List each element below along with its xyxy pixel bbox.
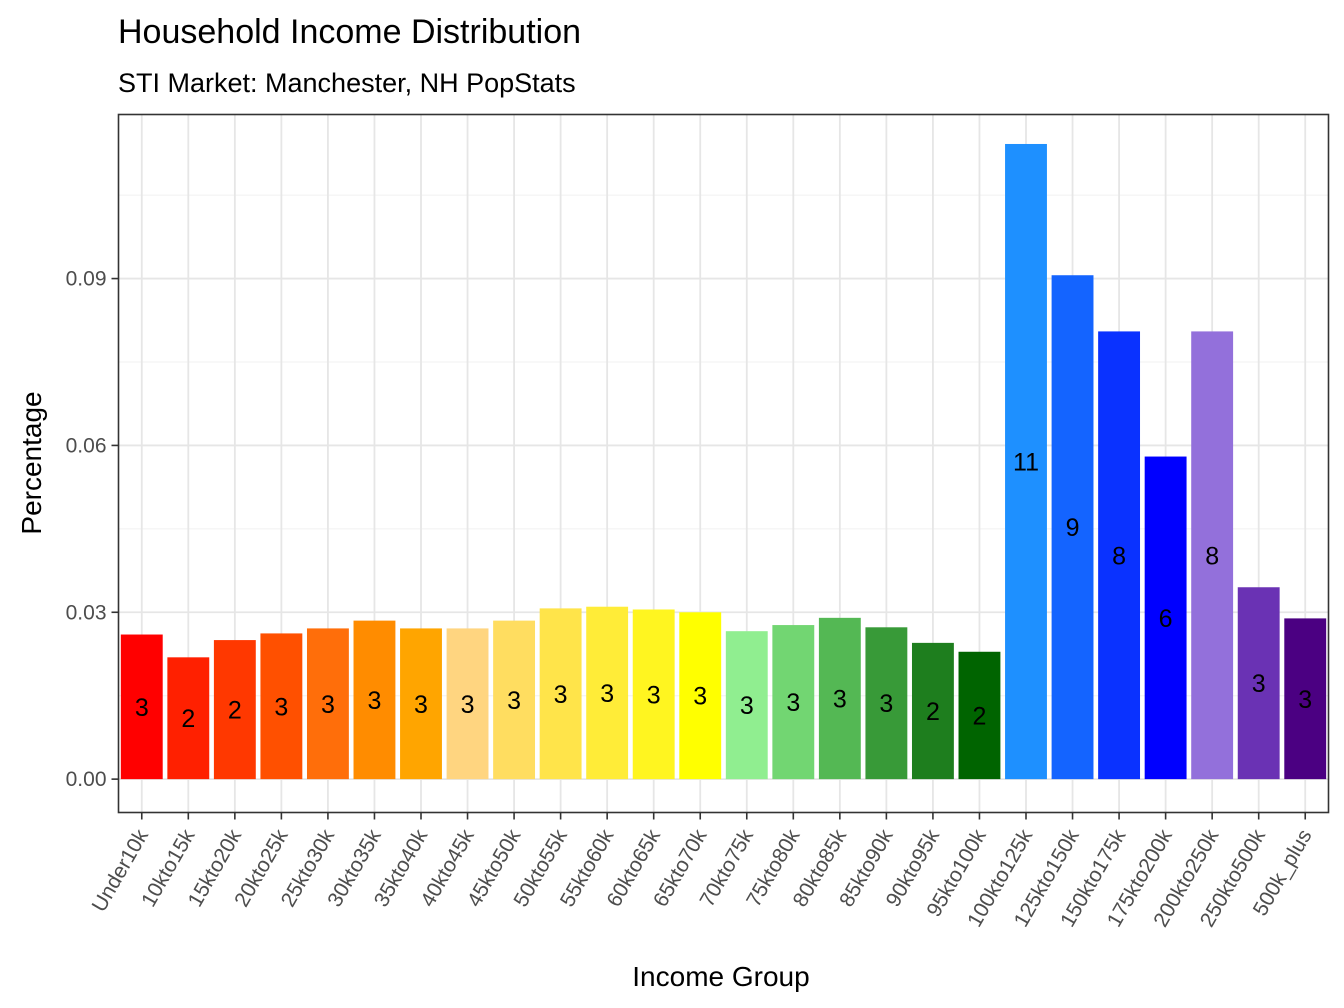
bar-value-label: 3 [461, 691, 475, 719]
bar-40kto45k [446, 628, 489, 780]
y-tick-label: 0.06 [66, 434, 107, 457]
bar-65kto70k [679, 612, 722, 780]
bar-10kto15k [167, 657, 210, 780]
bar-value-label: 3 [879, 690, 893, 718]
bar-value-label: 2 [973, 702, 987, 730]
bar-100kto125k [1005, 143, 1047, 780]
bar-15kto20k [213, 640, 256, 780]
x-axis: Under10k10kto15k15kto20k20kto25k25kto30k… [88, 812, 1317, 931]
bar-55kto60k [586, 606, 629, 780]
bar-value-label: 8 [1112, 542, 1126, 570]
bar-90kto95k [911, 642, 954, 780]
bar-150kto175k [1098, 331, 1141, 780]
bar-20kto25k [260, 633, 303, 780]
bar-value-label: 3 [507, 687, 521, 715]
bar-value-label: 3 [368, 687, 382, 715]
y-tick-label: 0.00 [66, 768, 107, 791]
bar-75kto80k [772, 625, 815, 780]
bar-Under10k [120, 634, 163, 780]
bar-45kto50k [493, 620, 536, 780]
bar-value-label: 6 [1159, 605, 1173, 633]
bar-60kto65k [632, 609, 675, 780]
bar-value-label: 3 [321, 691, 335, 719]
bar-value-label: 3 [600, 680, 614, 708]
bar-125kto150k [1051, 275, 1094, 780]
bar-95kto100k [958, 651, 1001, 780]
bar-value-label: 2 [181, 705, 195, 733]
x-axis-title: Income Group [632, 961, 809, 992]
bar-value-label: 3 [833, 685, 847, 713]
bar-175kto200k [1144, 456, 1187, 780]
bar-70kto75k [725, 631, 768, 780]
bar-85kto90k [865, 627, 908, 780]
chart-subtitle: STI Market: Manchester, NH PopStats [118, 68, 576, 98]
y-axis: 0.00 0.03 0.06 0.09 [66, 268, 119, 791]
bar-200kto250k [1191, 331, 1234, 780]
bar-value-label: 3 [554, 681, 568, 709]
bar-value-label: 3 [647, 681, 661, 709]
bar-250kto500k [1237, 587, 1280, 780]
bar-value-label: 3 [1252, 670, 1266, 698]
bar-50kto55k [539, 608, 582, 780]
bar-value-label: 3 [414, 691, 428, 719]
bar-value-label: 3 [786, 689, 800, 717]
bar-value-label: 3 [1298, 686, 1312, 714]
bar-30kto35k [353, 620, 396, 780]
bar-series [120, 143, 1327, 780]
bar-value-label: 9 [1066, 514, 1080, 542]
chart-title: Household Income Distribution [118, 13, 581, 51]
bar-80kto85k [818, 617, 861, 780]
bar-value-label: 2 [228, 697, 242, 725]
bar-25kto30k [306, 628, 349, 780]
bar-35kto40k [400, 628, 442, 780]
y-tick-label: 0.03 [66, 601, 107, 624]
bar-500k_plus [1284, 618, 1327, 780]
bar-value-label: 3 [740, 692, 754, 720]
bar-value-label: 2 [926, 698, 940, 726]
bar-labels: 3 2 2 3 3 3 3 3 3 3 3 3 3 3 3 3 3 2 2 11 9 8 6 8 3 3 [135, 449, 1312, 734]
y-axis-title: Percentage [16, 391, 47, 534]
bar-value-label: 3 [693, 683, 707, 711]
bar-value-label: 11 [1013, 449, 1039, 477]
y-tick-label: 0.09 [66, 268, 107, 291]
bar-value-label: 8 [1205, 542, 1219, 570]
bar-value-label: 3 [274, 693, 288, 721]
bar-value-label: 3 [135, 694, 149, 722]
plot-border [117, 113, 1330, 814]
